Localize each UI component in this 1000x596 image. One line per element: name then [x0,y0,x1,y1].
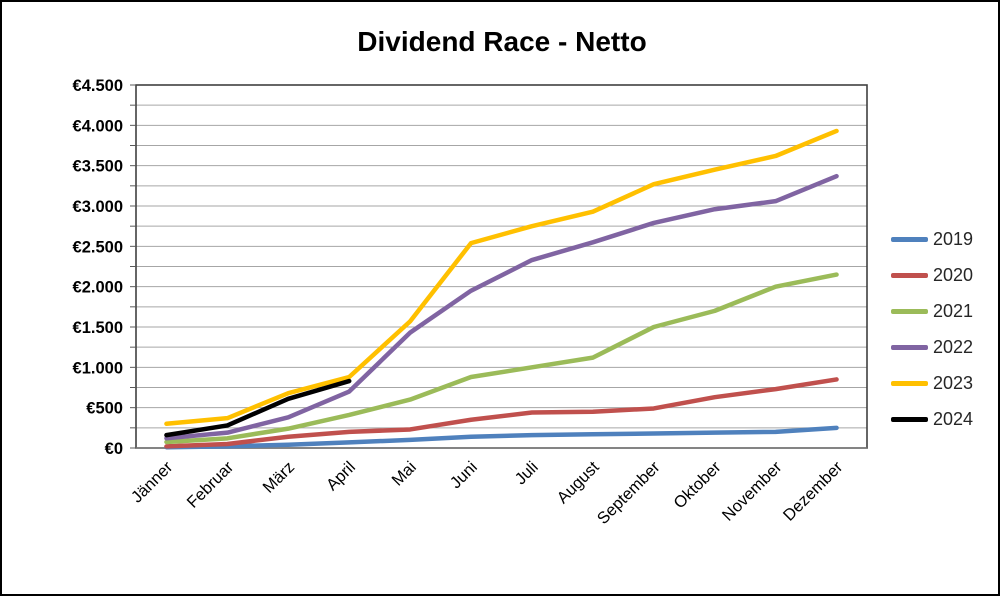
y-axis-label: €2.500 [73,238,123,256]
y-axis-label: €1.000 [73,359,123,377]
y-axis-label: €2.000 [73,279,123,297]
series-line-2020 [164,377,839,449]
legend-item-2021: 2021 [891,300,973,323]
series-line-2024 [164,378,352,438]
y-axis-label: €500 [86,400,123,418]
y-axis-label: €3.500 [73,158,123,176]
legend-marker-2019 [891,237,928,242]
y-axis-label: €1.500 [73,319,123,337]
y-axis-label: €0 [105,440,123,458]
x-axis-label: Februar [184,458,238,512]
x-axis-label: März [259,458,298,497]
x-axis-label: Oktober [670,458,725,513]
y-axis-label: €4.500 [73,77,123,95]
chart-title: Dividend Race - Netto [357,26,647,57]
series-line-2021 [164,272,839,445]
legend-label: 2020 [933,265,974,285]
legend-marker-2022 [891,345,928,350]
legend-item-2023: 2023 [891,372,973,395]
legend-marker-2024 [891,417,928,422]
legend-marker-2021 [891,309,928,314]
x-axis-label: Jänner [128,458,177,507]
legend-item-2020: 2020 [891,264,973,287]
x-axis-label: Juni [447,458,481,492]
series-line-2019 [164,425,839,450]
legend-label: 2024 [933,409,974,429]
legend-item-2022: 2022 [891,336,973,359]
x-axis-label: Juli [512,458,542,488]
x-axis-label: April [323,458,359,494]
legend-marker-2020 [891,273,928,278]
legend-label: 2019 [933,229,974,249]
x-axis-label: November [719,458,786,525]
x-axis-label: August [554,458,603,507]
legend-item-2024: 2024 [891,408,973,431]
series-line-2023 [164,128,839,427]
x-axis-label: Dezember [780,458,847,525]
x-axis-label: Mai [388,458,420,490]
legend-marker-2023 [891,381,928,386]
legend: 2019 2020 2021 2022 2023 2024 [891,228,973,431]
legend-item-2019: 2019 [891,228,973,251]
y-axis-label: €3.000 [73,198,123,216]
legend-label: 2022 [933,337,974,357]
y-axis-label: €4.000 [73,117,123,135]
legend-label: 2023 [933,373,974,393]
x-axis-label: September [594,458,664,528]
legend-label: 2021 [933,301,974,321]
series-line-2022 [164,173,839,441]
